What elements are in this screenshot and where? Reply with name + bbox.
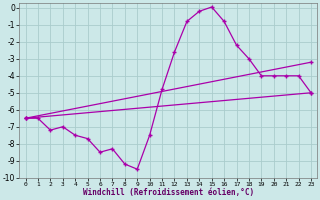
- X-axis label: Windchill (Refroidissement éolien,°C): Windchill (Refroidissement éolien,°C): [83, 188, 254, 197]
